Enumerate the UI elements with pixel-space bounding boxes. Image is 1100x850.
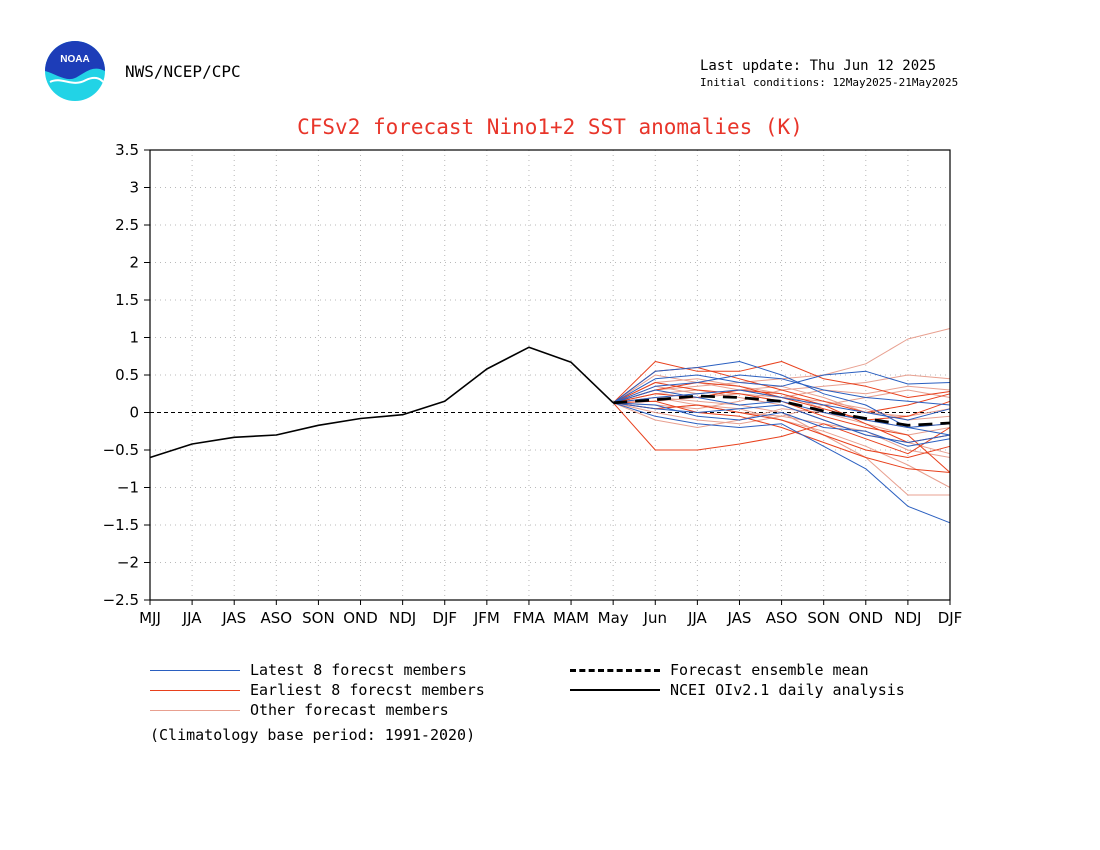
legend-mean-swatch xyxy=(570,669,660,672)
y-tick-label: 2 xyxy=(129,254,139,272)
x-tick-label: May xyxy=(598,609,629,627)
series-line-analysis xyxy=(149,346,614,459)
x-tick-label: JJA xyxy=(687,609,708,627)
y-tick-label: 3 xyxy=(129,179,139,197)
x-tick-label: FMA xyxy=(513,609,546,627)
x-tick-label: NDJ xyxy=(894,609,921,627)
y-tick-label: −1.5 xyxy=(103,516,139,534)
series-line-earliest xyxy=(613,402,951,458)
initial-conditions: Initial conditions: 12May2025-21May2025 xyxy=(700,76,959,89)
y-tick-label: −1 xyxy=(117,479,139,497)
last-update: Last update: Thu Jun 12 2025 xyxy=(700,58,937,74)
y-tick-label: −2 xyxy=(117,554,139,572)
logo-text: NOAA xyxy=(60,54,89,65)
y-tick-label: 2.5 xyxy=(115,216,139,234)
x-tick-label: MAM xyxy=(553,609,589,627)
legend-mean-label: Forecast ensemble mean xyxy=(670,661,869,679)
x-tick-label: ASO xyxy=(261,609,293,627)
x-tick-label: NDJ xyxy=(389,609,416,627)
x-tick-label: JAS xyxy=(726,609,751,627)
y-tick-label: −2.5 xyxy=(103,591,139,609)
x-tick-label: JJA xyxy=(182,609,203,627)
x-tick-label: MJJ xyxy=(139,609,161,627)
legend-earliest-swatch xyxy=(150,690,240,691)
series-line-earliest xyxy=(613,400,951,473)
series-line-earliest xyxy=(612,402,951,455)
y-tick-label: 3.5 xyxy=(115,141,139,159)
chart-title: CFSv2 forecast Nino1+2 SST anomalies (K) xyxy=(297,115,803,139)
series-line-mean xyxy=(613,394,951,427)
legend-latest-label: Latest 8 forecst members xyxy=(250,661,467,679)
series-line-latest xyxy=(613,389,951,421)
legend-analysis-label: NCEI OIv2.1 daily analysis xyxy=(670,681,905,699)
x-tick-label: ASO xyxy=(766,609,798,627)
x-tick-label: DJF xyxy=(938,609,963,627)
x-tick-label: OND xyxy=(849,609,884,627)
base-period-note: (Climatology base period: 1991-2020) xyxy=(150,726,476,744)
legend-other-label: Other forecast members xyxy=(250,701,449,719)
series-line-other xyxy=(613,397,951,458)
legend-other-swatch xyxy=(150,710,240,711)
x-tick-label: JFM xyxy=(473,609,500,627)
y-tick-label: 1.5 xyxy=(115,291,139,309)
series-line-latest xyxy=(612,361,951,436)
x-tick-label: SON xyxy=(807,609,840,627)
legend-latest-swatch xyxy=(150,670,240,671)
series-line-other xyxy=(613,402,951,436)
series-line-earliest xyxy=(612,361,951,404)
series-line-earliest xyxy=(613,389,951,443)
series-line-latest xyxy=(612,370,951,404)
y-tick-label: 0 xyxy=(129,404,139,422)
legend-analysis-swatch xyxy=(570,689,660,691)
agency-label: NWS/NCEP/CPC xyxy=(125,62,241,81)
noaa-logo: NOAA xyxy=(45,41,105,101)
y-tick-label: 0.5 xyxy=(115,366,139,384)
legend-earliest-label: Earliest 8 forecst members xyxy=(250,681,485,699)
series-line-latest xyxy=(613,402,951,447)
series-line-latest xyxy=(613,389,951,428)
x-tick-label: DJF xyxy=(432,609,457,627)
series-line-latest xyxy=(613,402,951,524)
x-tick-label: Jun xyxy=(643,609,667,627)
y-tick-label: 1 xyxy=(129,329,139,347)
x-tick-label: OND xyxy=(343,609,378,627)
x-tick-label: SON xyxy=(302,609,335,627)
y-tick-label: −0.5 xyxy=(103,441,139,459)
series-line-latest xyxy=(613,402,951,443)
series-line-latest xyxy=(613,374,951,406)
x-tick-label: JAS xyxy=(221,609,246,627)
